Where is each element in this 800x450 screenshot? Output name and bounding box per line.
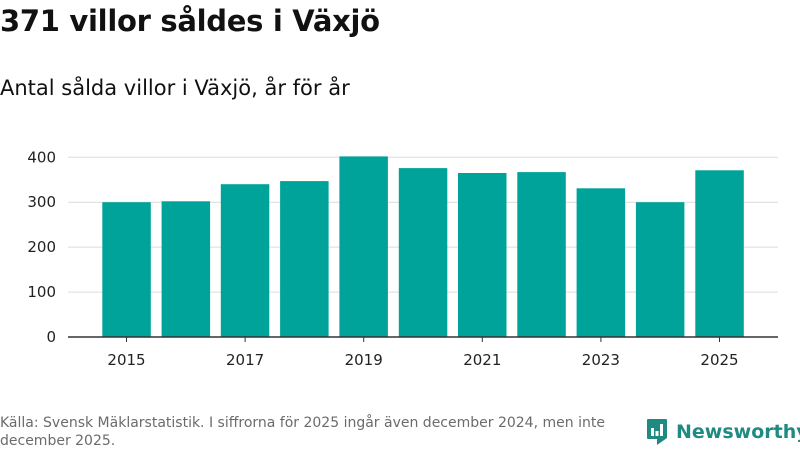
bar-2022: [517, 172, 566, 337]
brand-name: Newsworthy: [676, 421, 800, 443]
x-tick-label-2025: 2025: [700, 351, 738, 369]
axes: 0 100 200 300 400 2015 2017 2019 2021 2023 2025: [27, 148, 778, 369]
bar-2019: [339, 156, 388, 337]
chart-subtitle: Antal sålda villor i Växjö, år för år: [0, 76, 350, 100]
x-tick-label-2021: 2021: [463, 351, 501, 369]
x-tick-label-2015: 2015: [107, 351, 145, 369]
bar-2024: [635, 202, 685, 337]
bar-2015: [102, 202, 151, 337]
source-note: Källa: Svensk Mäklarstatistik. I siffror…: [0, 415, 605, 449]
bar-chart: 0 100 200 300 400 2015 2017 2019 2021 2023 2025: [27, 148, 778, 369]
bar-2021: [458, 173, 507, 337]
bar-2016: [161, 201, 211, 337]
x-tick-label-2017: 2017: [226, 351, 264, 369]
bar-2025: [695, 170, 744, 337]
bar-2023: [576, 188, 626, 337]
y-tick-label-0: 0: [46, 328, 56, 346]
chart-title: 371 villor såldes i Växjö: [0, 4, 380, 38]
x-tick-label-2023: 2023: [582, 351, 620, 369]
y-tick-label-100: 100: [27, 283, 56, 301]
y-tick-label-400: 400: [27, 148, 56, 166]
bar-2017: [220, 184, 270, 337]
bar-2020: [398, 168, 448, 337]
bar-2018: [280, 181, 329, 337]
bars: [102, 156, 744, 337]
newsworthy-logo-icon: [647, 419, 667, 445]
brand: Newsworthy: [646, 418, 800, 446]
y-tick-label-200: 200: [27, 238, 56, 256]
x-tick-label-2019: 2019: [345, 351, 383, 369]
y-tick-label-300: 300: [27, 193, 56, 211]
